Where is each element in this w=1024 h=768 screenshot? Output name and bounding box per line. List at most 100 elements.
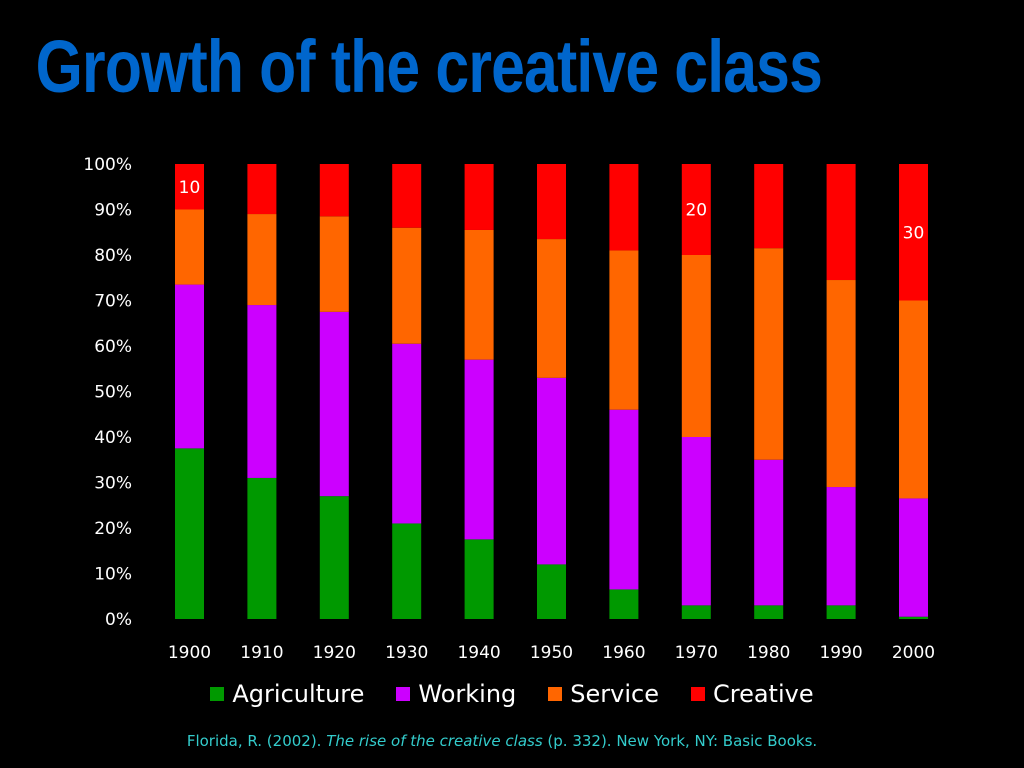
- bar-segment-agriculture: [681, 605, 711, 619]
- bar-segment-creative: [537, 164, 566, 240]
- y-tick-label: 50%: [94, 383, 132, 403]
- annotations: 10 20 30: [179, 178, 925, 244]
- y-tick-label: 90%: [94, 201, 132, 221]
- y-tick-label: 70%: [94, 292, 132, 312]
- bar-segment-creative: [319, 164, 349, 217]
- data-label: 30: [903, 223, 925, 243]
- bar-stack-1970: [681, 164, 711, 619]
- bar-segment-agriculture: [826, 605, 856, 619]
- x-tick-label: 1980: [747, 643, 790, 663]
- bar-segment-agriculture: [537, 564, 566, 619]
- bar-segment-service: [681, 255, 711, 437]
- bar-segment-working: [319, 311, 349, 497]
- bar-segment-working: [464, 359, 494, 540]
- legend-item-service: Service: [548, 680, 659, 708]
- bar-segment-service: [392, 227, 422, 344]
- x-tick-label: 1950: [530, 643, 573, 663]
- stacked-bar-chart: 0%10%20%30%40%50%60%70%80%90%100% 1900 19…: [83, 155, 935, 663]
- bar-segment-service: [537, 239, 566, 378]
- bar-segment-creative: [175, 164, 204, 210]
- bar-segment-working: [175, 284, 204, 449]
- x-tick-label: 1940: [457, 643, 500, 663]
- bar-segment-working: [754, 459, 784, 606]
- bar-segment-agriculture: [392, 523, 422, 619]
- bar-stack-1940: [464, 164, 494, 619]
- bar-stack-1960: [609, 164, 639, 619]
- legend-swatch: [396, 687, 411, 701]
- citation-title: The rise of the creative class: [326, 732, 543, 750]
- bar-segment-creative: [681, 164, 711, 255]
- y-tick-label: 30%: [94, 474, 132, 494]
- bar-segment-agriculture: [175, 448, 204, 619]
- bar-segment-creative: [464, 164, 494, 230]
- bar-stack-1920: [319, 164, 349, 619]
- bar-segment-creative: [826, 164, 856, 281]
- x-axis: 1900 1910 1920 1930 1940 1950 1960 1970 1980 1990…: [168, 643, 935, 663]
- y-tick-label: 100%: [83, 155, 132, 175]
- bar-segment-working: [899, 498, 928, 617]
- legend-item-agriculture: Agriculture: [210, 680, 364, 708]
- bar-stack-1930: [392, 164, 422, 619]
- bar-segment-service: [826, 280, 856, 488]
- chart-title: Growth of the creative class: [35, 25, 823, 108]
- x-tick-label: 1970: [675, 643, 718, 663]
- x-tick-label: 1930: [385, 643, 428, 663]
- bar-segment-creative: [899, 164, 928, 301]
- y-tick-label: 40%: [94, 428, 132, 448]
- bar-segment-service: [464, 229, 494, 360]
- legend-swatch: [210, 687, 225, 701]
- legend: Agriculture Working Service Creative: [0, 680, 1024, 708]
- citation-suffix: (p. 332). New York, NY: Basic Books.: [542, 732, 818, 750]
- legend-label: Creative: [712, 680, 814, 708]
- y-tick-label: 80%: [94, 246, 132, 266]
- y-tick-label: 10%: [94, 565, 132, 585]
- bar-segment-agriculture: [609, 589, 639, 619]
- bar-segment-working: [826, 487, 856, 606]
- bar-segment-service: [754, 248, 784, 460]
- legend-label: Agriculture: [232, 680, 365, 708]
- bar-segment-service: [319, 216, 349, 312]
- x-tick-label: 1920: [313, 643, 356, 663]
- bars: [175, 164, 928, 619]
- bar-segment-agriculture: [899, 616, 928, 619]
- bar-segment-agriculture: [754, 605, 784, 619]
- bar-segment-service: [899, 300, 928, 499]
- bar-stack-1990: [826, 164, 856, 619]
- bar-segment-service: [247, 214, 277, 306]
- bar-segment-creative: [392, 164, 422, 228]
- data-label: 20: [685, 201, 707, 221]
- bar-segment-creative: [247, 164, 277, 215]
- bar-segment-working: [609, 409, 639, 590]
- bar-segment-working: [681, 437, 711, 606]
- x-tick-label: 1960: [602, 643, 645, 663]
- y-axis: 0% 10% 20% 30% 40% 50% 60% 70% 80% 90% 100%: [83, 155, 132, 630]
- bar-segment-working: [392, 343, 422, 524]
- bar-stack-1910: [247, 164, 277, 619]
- data-label: 10: [179, 178, 201, 198]
- bar-segment-agriculture: [319, 496, 349, 619]
- bar-stack-1980: [754, 164, 784, 619]
- legend-item-working: Working: [396, 680, 516, 708]
- bar-segment-agriculture: [464, 539, 494, 619]
- bar-segment-working: [247, 305, 277, 478]
- bar-segment-agriculture: [247, 477, 277, 619]
- legend-label: Working: [418, 680, 517, 708]
- x-tick-label: 2000: [892, 643, 935, 663]
- y-tick-label: 0%: [105, 610, 132, 630]
- bar-stack-1950: [537, 164, 566, 619]
- y-tick-label: 20%: [94, 519, 132, 539]
- bar-segment-service: [609, 250, 639, 410]
- bar-stack-2000: [899, 164, 928, 619]
- legend-swatch: [548, 687, 563, 701]
- x-tick-label: 1990: [819, 643, 862, 663]
- bar-stack-1900: [175, 164, 204, 619]
- y-tick-label: 60%: [94, 337, 132, 357]
- bar-segment-creative: [754, 164, 784, 249]
- citation: Florida, R. (2002). The rise of the crea…: [0, 732, 1004, 750]
- x-tick-label: 1910: [240, 643, 283, 663]
- bar-segment-working: [537, 377, 566, 565]
- bar-segment-creative: [609, 164, 639, 251]
- citation-prefix: Florida, R. (2002).: [186, 732, 327, 750]
- legend-item-creative: Creative: [690, 680, 814, 708]
- legend-label: Service: [570, 680, 659, 708]
